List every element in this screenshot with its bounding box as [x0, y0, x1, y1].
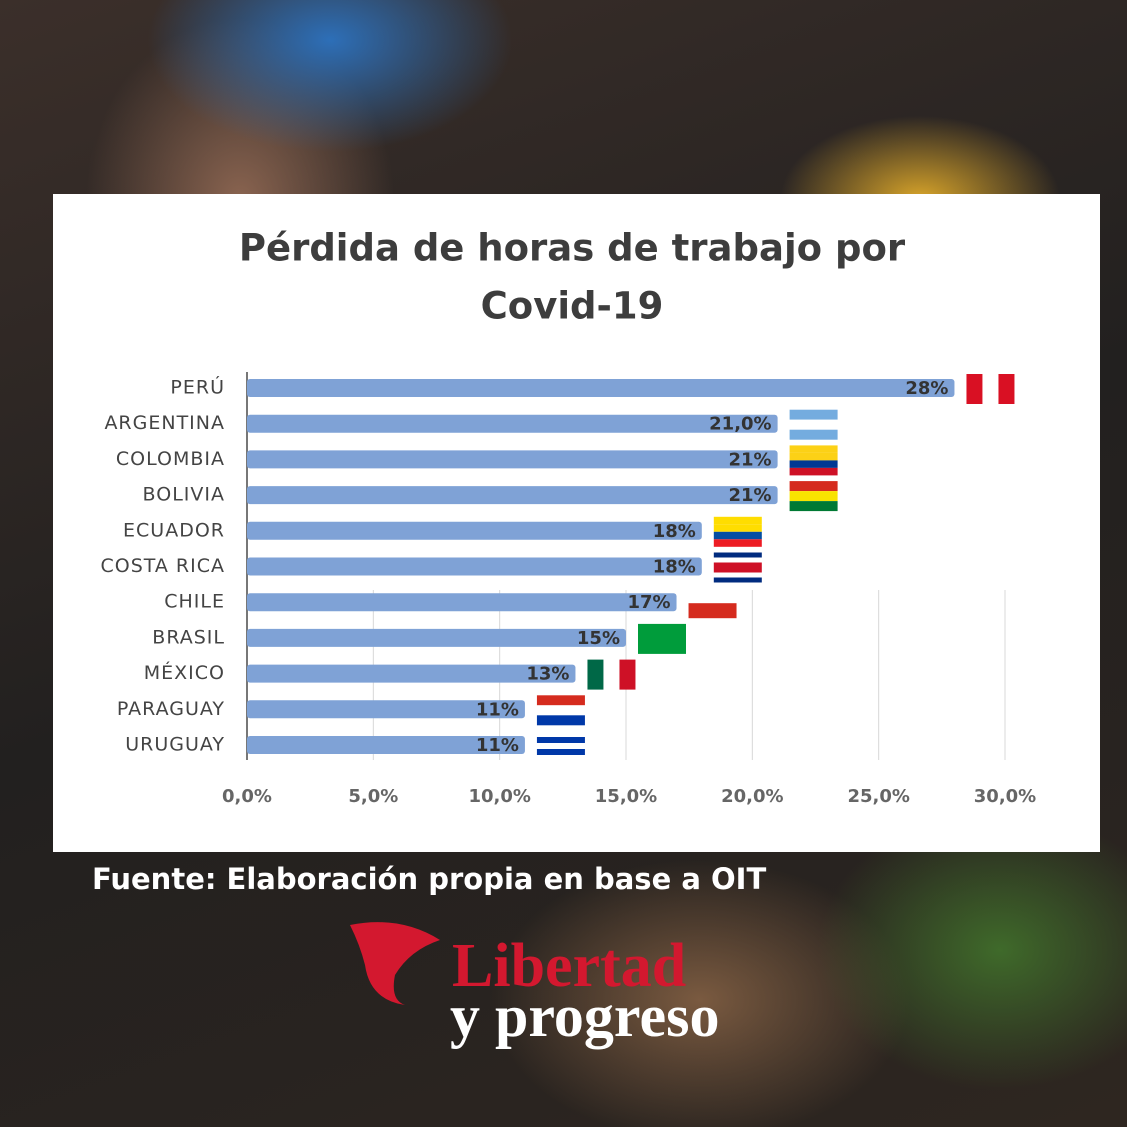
flag-stripe [966, 374, 983, 404]
x-tick-label: 25,0% [847, 786, 909, 807]
flag-stripe [789, 467, 838, 476]
value-label: 21,0% [709, 414, 771, 435]
flag-stripe [789, 501, 838, 512]
flag-stripe [638, 623, 686, 654]
value-label: 28% [905, 378, 948, 399]
flag-stripe [789, 429, 838, 440]
flag-stripe [536, 695, 585, 706]
flag [536, 695, 585, 726]
logo-text: Libertad [452, 932, 686, 1000]
flag-stripe [713, 524, 762, 532]
flag [713, 516, 762, 547]
logo: Libertad y progreso [350, 922, 719, 1049]
source-note: Fuente: Elaboración propia en base a OIT [92, 862, 767, 896]
bar [247, 664, 576, 683]
flag [789, 409, 838, 440]
logo-text: y progreso [450, 983, 719, 1049]
flag-stripe [789, 491, 838, 502]
value-label: 11% [476, 699, 519, 720]
flag-stripe [789, 419, 838, 430]
bar [247, 628, 626, 647]
flag-stripe [713, 562, 762, 568]
flag-stripe [713, 557, 762, 563]
flag-stripe [789, 409, 838, 420]
flag-stripe [536, 715, 585, 726]
flag-stripe [713, 572, 762, 578]
flag [688, 588, 737, 619]
bar [247, 593, 677, 612]
flag [587, 659, 636, 690]
y-tick-label: PERÚ [170, 375, 225, 399]
y-tick-label: CHILE [164, 591, 225, 613]
logo-bird [350, 922, 440, 1005]
chart-title: Covid-19 [481, 285, 664, 328]
flag-stripe [789, 452, 838, 461]
value-label: 21% [729, 485, 772, 506]
flag-stripe [713, 539, 762, 547]
bar [247, 486, 778, 505]
flag-stripe [536, 755, 585, 761]
value-label: 21% [729, 449, 772, 470]
flag-stripe [688, 603, 737, 619]
flag [536, 731, 585, 761]
bar [247, 736, 525, 754]
y-tick-label: COLOMBIA [116, 448, 225, 470]
flag [638, 623, 686, 654]
y-tick-label: COSTA RICA [100, 555, 225, 577]
flag-stripe [587, 659, 604, 690]
y-tick-label: MÉXICO [144, 661, 225, 684]
value-label: 18% [653, 521, 696, 542]
flag [713, 552, 762, 583]
y-tick-label: ECUADOR [123, 519, 225, 541]
flag-stripe [536, 737, 585, 743]
bar [247, 450, 778, 469]
bar [247, 379, 955, 397]
flag-stripe [619, 659, 636, 690]
flag [789, 481, 838, 512]
flag-stripe [789, 481, 838, 492]
flag-stripe [536, 749, 585, 755]
x-tick-label: 20,0% [721, 786, 783, 807]
value-label: 13% [526, 664, 569, 685]
flag-stripe [713, 552, 762, 558]
value-label: 18% [653, 557, 696, 578]
flag-stripe [998, 374, 1015, 404]
flag-stripe [982, 374, 999, 404]
value-label: 11% [476, 735, 519, 756]
value-label: 15% [577, 628, 620, 649]
flag [789, 445, 838, 476]
flag-stripe [789, 445, 838, 453]
flag-stripe [713, 531, 762, 540]
bar [247, 521, 702, 540]
chart-title: Pérdida de horas de trabajo por [239, 227, 906, 270]
value-label: 17% [627, 592, 670, 613]
x-tick-label: 10,0% [468, 786, 530, 807]
flag-stripe [536, 705, 585, 716]
flag-stripe [688, 588, 737, 604]
flag-stripe [713, 567, 762, 573]
bar [247, 700, 525, 719]
x-tick-label: 15,0% [595, 786, 657, 807]
y-tick-label: PARAGUAY [117, 698, 225, 720]
y-tick-label: ARGENTINA [104, 412, 225, 434]
x-tick-label: 5,0% [348, 786, 398, 807]
flag-stripe [713, 577, 762, 583]
y-tick-label: URUGUAY [125, 734, 225, 756]
y-tick-label: BRASIL [152, 626, 225, 648]
flag [966, 374, 1015, 404]
flag-stripe [536, 731, 585, 737]
y-tick-label: BOLIVIA [143, 484, 225, 506]
bar [247, 414, 778, 433]
x-tick-label: 30,0% [974, 786, 1036, 807]
bar [247, 557, 702, 576]
flag-stripe [603, 659, 620, 690]
flag-stripe [536, 743, 585, 749]
flag-stripe [789, 460, 838, 468]
flag-stripe [713, 516, 762, 525]
x-tick-label: 0,0% [222, 786, 272, 807]
